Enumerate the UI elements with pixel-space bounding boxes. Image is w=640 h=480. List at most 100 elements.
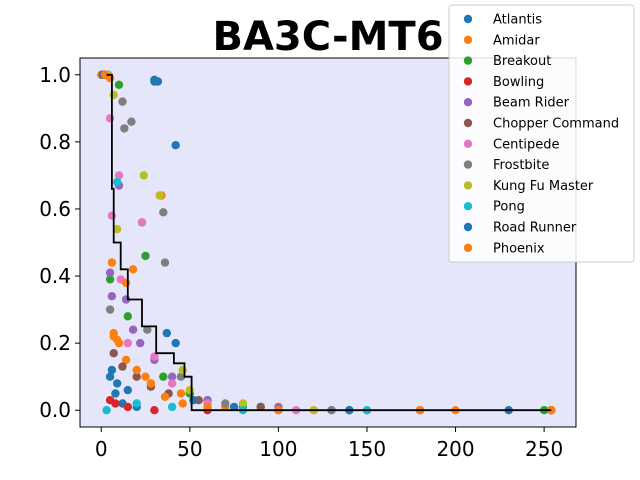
point-11-8: [178, 399, 187, 408]
legend-marker-2: [463, 56, 473, 65]
legend-label-2: Breakout: [493, 54, 551, 69]
point-8-3: [139, 171, 148, 180]
point-8-1: [109, 90, 118, 100]
legend-marker-4: [463, 98, 473, 107]
point-8-7: [238, 399, 248, 408]
point-8-5: [178, 365, 187, 375]
y-tick-label-0: 0.0: [39, 398, 71, 422]
legend-marker-3: [463, 77, 473, 86]
point-3-3: [123, 402, 132, 412]
point-10-3: [123, 385, 132, 395]
point-10-6: [162, 328, 171, 338]
legend-label-6: Centipede: [493, 137, 560, 152]
point-2-6: [159, 372, 168, 381]
point-4-8: [167, 372, 177, 381]
point-11-7: [160, 392, 170, 401]
x-tick-label-3: 150: [348, 437, 386, 461]
point-4-1: [105, 268, 115, 277]
point-10-8: [189, 396, 198, 405]
point-7-8: [176, 372, 186, 381]
x-tick-label-1: 50: [177, 437, 202, 461]
point-8-2: [113, 224, 122, 234]
point-9-2: [132, 399, 141, 408]
y-tick-label-2: 0.4: [39, 264, 71, 288]
point-2-3: [123, 312, 132, 321]
point-7-4: [127, 117, 136, 126]
point-7-2: [118, 97, 127, 106]
point-7-9: [221, 399, 230, 408]
point-11-2: [109, 328, 118, 338]
point-1-6: [128, 265, 138, 274]
point-0-7: [171, 141, 180, 150]
point-5-7: [256, 402, 265, 412]
x-tick-label-4: 200: [436, 437, 474, 461]
legend-marker-9: [463, 202, 473, 211]
point-4-2: [107, 292, 117, 301]
legend-marker-11: [463, 243, 473, 252]
point-9-1: [113, 177, 122, 187]
point-2-2: [114, 80, 124, 90]
legend-label-11: Phoenix: [493, 241, 545, 256]
point-1-9: [176, 389, 186, 398]
legend-marker-1: [463, 35, 473, 44]
point-6-5: [123, 338, 132, 348]
point-7-6: [159, 208, 168, 217]
legend-box: [448, 4, 635, 263]
point-5-1: [109, 349, 118, 358]
median-step-line: [106, 73, 552, 412]
legend-label-8: Kung Fu Master: [493, 179, 594, 194]
point-9-3: [167, 402, 177, 412]
legend-label-9: Pong: [493, 200, 525, 215]
point-10-1: [107, 365, 117, 375]
point-11-5: [132, 365, 141, 375]
point-2-1: [105, 275, 115, 284]
legend-marker-10: [463, 222, 473, 232]
point-6-3: [114, 171, 124, 180]
point-11-3: [113, 335, 122, 344]
point-1-7: [141, 372, 150, 381]
legend-label-3: Bowling: [493, 75, 544, 90]
point-7-3: [120, 124, 129, 133]
y-tick-label-5: 1.0: [39, 63, 71, 87]
legend-marker-6: [463, 139, 473, 148]
chart-title: BA3C-MT6: [212, 14, 443, 60]
x-tick-label-2: 100: [259, 437, 297, 461]
point-11-6: [146, 379, 156, 388]
point-5-2: [118, 362, 127, 371]
point-6-2: [107, 211, 117, 220]
point-3-4: [150, 406, 159, 415]
point-6-8: [167, 379, 177, 388]
scatter-points: [97, 70, 556, 415]
axes: 0 50 100 150 200 250 0.0 0.2 0.4 0.6 0.8 1.0: [39, 57, 577, 461]
point-7-5: [143, 325, 152, 334]
point-3-2: [111, 399, 120, 408]
point-5-3: [132, 372, 141, 381]
legend-marker-0: [463, 14, 473, 24]
y-tick-label-4: 0.8: [39, 130, 71, 154]
legend-label-5: Chopper Command: [493, 117, 619, 132]
y-tick-label-1: 0.2: [39, 331, 71, 355]
point-7-7: [160, 258, 170, 267]
x-tick-label-0: 0: [95, 437, 108, 461]
point-10-5: [153, 77, 163, 86]
point-11-9: [203, 402, 212, 412]
legend-marker-8: [463, 181, 473, 190]
x-tick-label-5: 250: [525, 437, 563, 461]
legend: Atlantis Amidar Breakout Bowling Beam Rider C…: [448, 4, 635, 263]
point-6-1: [105, 114, 115, 123]
point-0-3: [111, 389, 120, 398]
point-6-7: [150, 352, 159, 361]
legend-marker-5: [463, 118, 473, 128]
point-8-6: [185, 385, 194, 395]
point-10-9: [229, 402, 239, 412]
legend-label-7: Frostbite: [493, 158, 549, 173]
point-4-5: [128, 325, 138, 334]
legend-marker-7: [463, 160, 473, 169]
legend-label-1: Amidar: [493, 33, 540, 48]
point-10-7: [171, 338, 180, 348]
legend-label-10: Road Runner: [493, 221, 577, 236]
point-1-5: [121, 355, 131, 365]
point-4-6: [136, 338, 145, 348]
y-tick-label-3: 0.6: [39, 197, 71, 221]
